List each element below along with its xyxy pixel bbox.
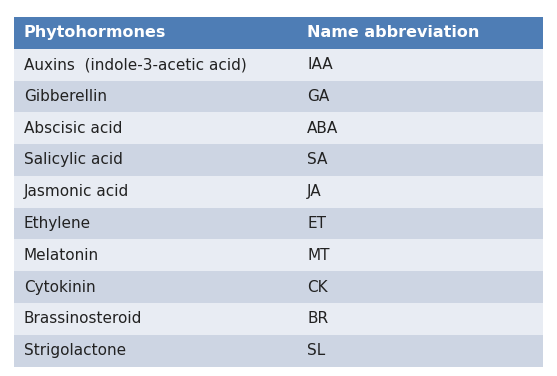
Text: MT: MT bbox=[307, 248, 330, 263]
Bar bbox=[297, 208, 543, 240]
Bar bbox=[297, 112, 543, 144]
Text: Cytokinin: Cytokinin bbox=[24, 280, 96, 295]
Bar bbox=[297, 80, 543, 112]
Text: Brassinosteroid: Brassinosteroid bbox=[24, 311, 143, 326]
Bar bbox=[14, 176, 297, 208]
Bar bbox=[297, 17, 543, 49]
Text: ABA: ABA bbox=[307, 121, 338, 136]
Bar bbox=[14, 49, 297, 80]
Text: JA: JA bbox=[307, 184, 322, 199]
Bar bbox=[297, 176, 543, 208]
Bar bbox=[14, 17, 297, 49]
Text: SA: SA bbox=[307, 153, 328, 167]
Text: IAA: IAA bbox=[307, 57, 333, 72]
Text: Gibberellin: Gibberellin bbox=[24, 89, 107, 104]
Text: ET: ET bbox=[307, 216, 326, 231]
Text: CK: CK bbox=[307, 280, 328, 295]
Text: Abscisic acid: Abscisic acid bbox=[24, 121, 123, 136]
Text: Name abbreviation: Name abbreviation bbox=[307, 25, 480, 40]
Bar bbox=[14, 112, 297, 144]
Bar bbox=[14, 240, 297, 271]
Text: Ethylene: Ethylene bbox=[24, 216, 91, 231]
Text: BR: BR bbox=[307, 311, 328, 326]
Bar bbox=[297, 271, 543, 303]
Text: Jasmonic acid: Jasmonic acid bbox=[24, 184, 129, 199]
Bar bbox=[297, 49, 543, 80]
Text: Melatonin: Melatonin bbox=[24, 248, 99, 263]
Bar bbox=[297, 303, 543, 335]
Text: GA: GA bbox=[307, 89, 329, 104]
Bar bbox=[14, 144, 297, 176]
Bar bbox=[14, 208, 297, 240]
Bar bbox=[297, 335, 543, 367]
Bar bbox=[297, 240, 543, 271]
Text: Strigolactone: Strigolactone bbox=[24, 343, 126, 358]
Bar bbox=[14, 303, 297, 335]
Bar bbox=[14, 335, 297, 367]
Text: Salicylic acid: Salicylic acid bbox=[24, 153, 123, 167]
Text: SL: SL bbox=[307, 343, 325, 358]
Bar bbox=[14, 80, 297, 112]
Bar bbox=[297, 144, 543, 176]
Text: Auxins  (indole-3-acetic acid): Auxins (indole-3-acetic acid) bbox=[24, 57, 247, 72]
Text: Phytohormones: Phytohormones bbox=[24, 25, 167, 40]
Bar bbox=[14, 271, 297, 303]
